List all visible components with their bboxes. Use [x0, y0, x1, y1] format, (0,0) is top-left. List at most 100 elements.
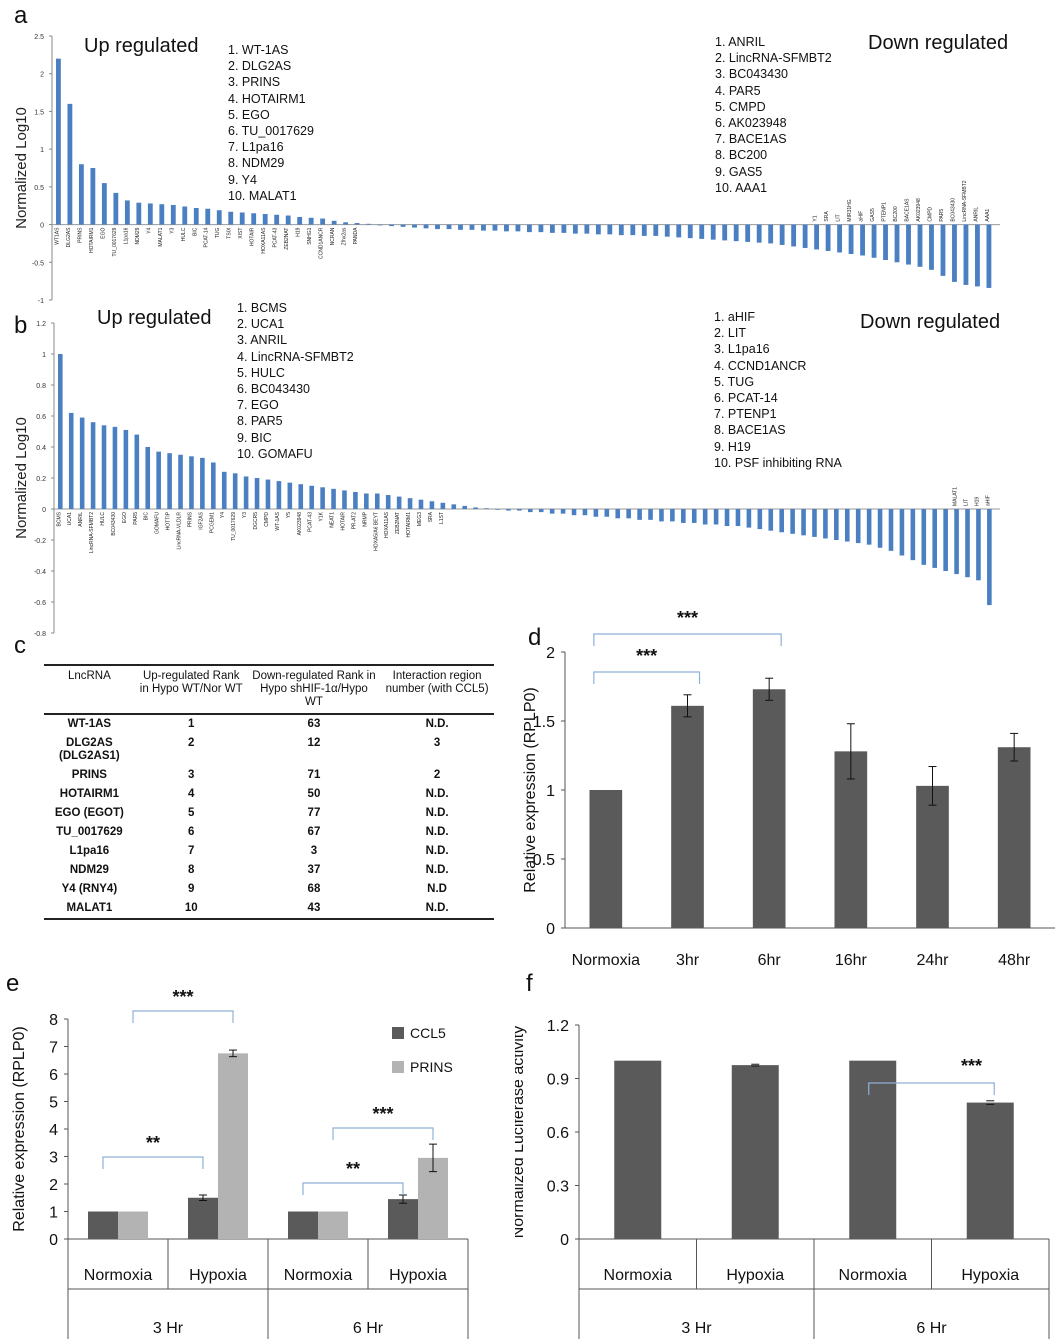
significance-bracket	[868, 1082, 995, 1095]
category-label: ZEB2NAT	[395, 512, 401, 534]
table-cell: 8	[188, 864, 195, 876]
bar	[506, 509, 511, 511]
chart-d: 0 0.5 1 1.5 2 Normoxia 3hr 6hr 16hr 24hr 48hr *** **…	[522, 608, 1055, 969]
category-label: BCMS	[56, 511, 62, 526]
table-cell: 12	[307, 737, 321, 749]
bar	[607, 224, 613, 235]
list-item: 9. BIC	[237, 430, 272, 445]
list-item: 2. UCA1	[237, 317, 285, 332]
y-tick-label: 2	[546, 645, 555, 662]
x-group-label: 6 Hr	[353, 1320, 384, 1337]
x-tick-label: Hypoxia	[189, 1267, 247, 1284]
list-item: 6. BC043430	[237, 382, 310, 397]
x-tick-label: 6hr	[758, 952, 782, 969]
bar	[571, 509, 577, 516]
bar	[768, 509, 774, 531]
y-tick-label: 7	[49, 1040, 58, 1057]
y-tick-label: 1.2	[36, 321, 46, 328]
y-tick-label: -0.6	[34, 600, 46, 607]
list-item: 10. MALAT1	[228, 188, 297, 203]
list-item: 6. PCAT-14	[714, 391, 778, 406]
category-label: LincRNA-VLDLR	[177, 512, 183, 550]
table-row: PRINS 3 71 2	[44, 766, 494, 785]
y-tick-label: 6	[49, 1067, 58, 1084]
chart-a: -1 -0.5 0 0.5 1 1.5 2 2.5 WT1AS DLG2AS PRINS HOTAIR…	[13, 34, 1000, 305]
bar	[354, 223, 360, 225]
bar	[276, 481, 282, 509]
bar	[659, 509, 664, 522]
bar	[451, 504, 457, 509]
bar	[101, 183, 107, 225]
bar	[67, 103, 73, 225]
bar	[779, 224, 785, 245]
bar	[757, 509, 763, 530]
panel-b-up-list: 1. BCMS 2. UCA1 3. ANRIL 4. LincRNA-SFMBT2 5…	[237, 300, 354, 462]
category-label: aHIF	[985, 495, 991, 506]
y-axis-label: Relative expression (RPLP0)	[522, 687, 539, 892]
chart-f: 0 0.3 0.6 0.9 1.2 Normoxia Hypoxia Normoxia Hypo…	[515, 1018, 1050, 1339]
y-tick-label: 1	[40, 147, 44, 154]
bar	[883, 224, 888, 261]
table-row: Y4 (RNY4) 9 68 N.D	[44, 880, 494, 899]
category-label: Y5	[286, 512, 292, 518]
table-cell: N.D.	[425, 718, 449, 730]
legend-label: CCL5	[410, 1025, 446, 1041]
category-label: EGO	[122, 512, 128, 523]
category-label: WT1AS	[54, 227, 60, 245]
bar	[768, 224, 774, 244]
bar	[733, 224, 739, 242]
table-cell: DLG2AS (DLG2AS1)	[59, 737, 120, 762]
table-cell: MALAT1	[66, 902, 113, 914]
y-tick-label: -1	[38, 298, 44, 305]
category-label: ANRIL	[78, 512, 84, 527]
y-tick-label: 0.3	[547, 1179, 569, 1196]
bar	[189, 456, 194, 509]
bar	[331, 488, 336, 509]
table-cell: HOTAIRM1	[59, 788, 119, 800]
bar	[549, 224, 555, 233]
bar	[966, 1102, 1014, 1239]
category-label: AK023948	[297, 512, 303, 536]
bar	[626, 509, 631, 519]
bar	[681, 509, 686, 523]
list-item: 1. BCMS	[237, 301, 288, 315]
bar	[118, 1211, 148, 1239]
bar	[866, 509, 872, 545]
bar	[407, 498, 413, 509]
bar	[495, 509, 500, 510]
bar	[722, 224, 728, 241]
significance-label: ***	[636, 646, 657, 666]
y-tick-label: -0.2	[34, 538, 46, 545]
category-label: AAA1	[985, 209, 991, 222]
table-cell: 50	[307, 788, 321, 800]
category-label: ANRIL	[973, 207, 979, 222]
bar	[492, 224, 498, 231]
bar	[615, 509, 621, 519]
bar	[309, 485, 314, 509]
panel-a-down-list: 1. ANRIL 2. LincRNA-SFMBT2 3. BC043430 4. P…	[715, 34, 832, 196]
category-label: BIC	[192, 227, 198, 236]
category-label: TU_0017629	[231, 512, 237, 541]
bar	[205, 208, 211, 225]
bar	[446, 224, 452, 230]
table-cell: 7	[188, 845, 195, 857]
bar	[136, 202, 142, 225]
bar	[894, 224, 900, 263]
y-axis-label: Normalized Luciferase activity	[515, 1026, 527, 1239]
category-label: PRINS	[187, 511, 193, 527]
bar	[965, 509, 970, 578]
bar	[648, 509, 653, 520]
bar	[68, 412, 74, 509]
y-tick-label: 0	[40, 223, 44, 230]
y-tick-label: 1	[49, 1205, 58, 1222]
bar	[549, 509, 555, 514]
bar	[528, 509, 533, 513]
list-item: 3. BC043430	[715, 67, 788, 82]
bar	[517, 509, 522, 511]
category-label: DLG2AS	[66, 227, 72, 247]
bar	[676, 224, 682, 238]
category-label: BC043430	[111, 512, 117, 536]
x-tick-label: 24hr	[916, 952, 949, 969]
panel-label-e: e	[6, 970, 20, 997]
bar	[560, 509, 566, 514]
